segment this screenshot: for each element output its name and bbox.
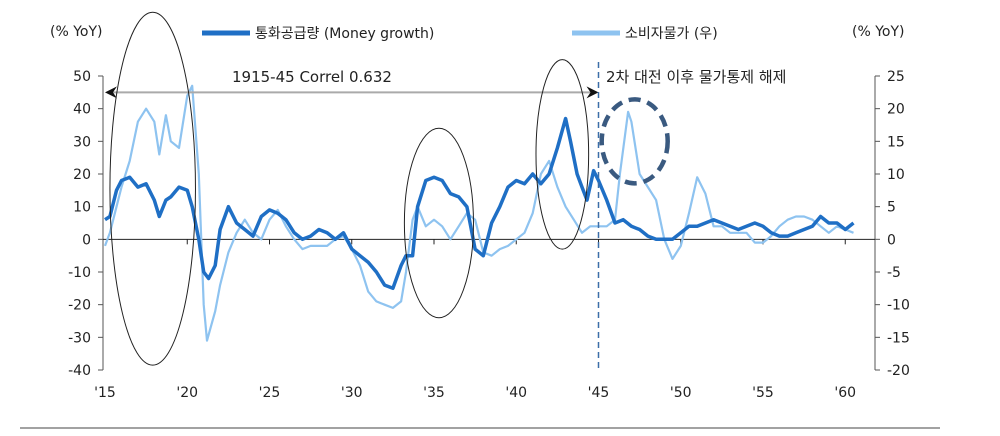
post-war-annotation: 2차 대전 이후 물가통제 해제 bbox=[606, 68, 786, 86]
right-tick-label: 10 bbox=[887, 167, 905, 183]
right-tick-label: -20 bbox=[887, 363, 910, 379]
highlight-ellipse bbox=[535, 59, 590, 250]
arrow-left-head-icon bbox=[105, 86, 117, 99]
x-tick-label: '60 bbox=[834, 385, 856, 401]
left-tick-label: -10 bbox=[68, 265, 91, 281]
left-tick-label: 50 bbox=[73, 69, 91, 85]
right-tick-label: 5 bbox=[887, 200, 896, 216]
right-axis-unit: (% YoY) bbox=[852, 24, 905, 40]
highlight-ellipse bbox=[403, 127, 474, 319]
money-growth-line bbox=[104, 116, 855, 291]
left-tick-label: 30 bbox=[73, 134, 91, 150]
left-tick-label: 20 bbox=[73, 167, 91, 183]
x-tick-label: '30 bbox=[341, 385, 363, 401]
arrow-right-head-icon bbox=[586, 86, 599, 99]
left-tick-label: 0 bbox=[82, 232, 91, 248]
x-tick-label: '35 bbox=[423, 385, 445, 401]
right-tick-label: 0 bbox=[887, 232, 896, 248]
x-tick-label: '25 bbox=[259, 385, 281, 401]
x-tick-label: '45 bbox=[588, 385, 610, 401]
x-tick-label: '50 bbox=[670, 385, 692, 401]
legend-label-cpi: 소비자물가 (우) bbox=[625, 26, 718, 42]
right-tick-label: -15 bbox=[887, 330, 910, 346]
left-tick-label: -40 bbox=[68, 363, 91, 379]
left-axis-unit: (% YoY) bbox=[50, 24, 103, 40]
left-tick-label: 10 bbox=[73, 200, 91, 216]
x-tick-label: '55 bbox=[752, 385, 774, 401]
correl-annotation: 1915-45 Correl 0.632 bbox=[232, 68, 392, 86]
cpi-line bbox=[103, 84, 854, 342]
right-tick-label: -10 bbox=[887, 298, 910, 314]
right-tick-label: 25 bbox=[887, 69, 905, 85]
legend: 통화공급량 (Money growth) 소비자물가 (우) bbox=[202, 26, 718, 42]
annotation-shapes bbox=[105, 11, 670, 370]
right-tick-label: 15 bbox=[887, 134, 905, 150]
x-tick-label: '15 bbox=[94, 385, 116, 401]
series-group bbox=[103, 84, 855, 342]
left-tick-label: -20 bbox=[68, 298, 91, 314]
highlight-ellipse bbox=[109, 11, 196, 366]
x-tick-label: '40 bbox=[505, 385, 527, 401]
right-tick-label: -5 bbox=[887, 265, 901, 281]
legend-label-money: 통화공급량 (Money growth) bbox=[255, 26, 434, 42]
right-tick-label: 20 bbox=[887, 102, 905, 118]
left-tick-label: -30 bbox=[68, 330, 91, 346]
left-tick-label: 40 bbox=[73, 102, 91, 118]
post-war-highlight-circle bbox=[599, 97, 670, 186]
x-tick-label: '20 bbox=[176, 385, 198, 401]
